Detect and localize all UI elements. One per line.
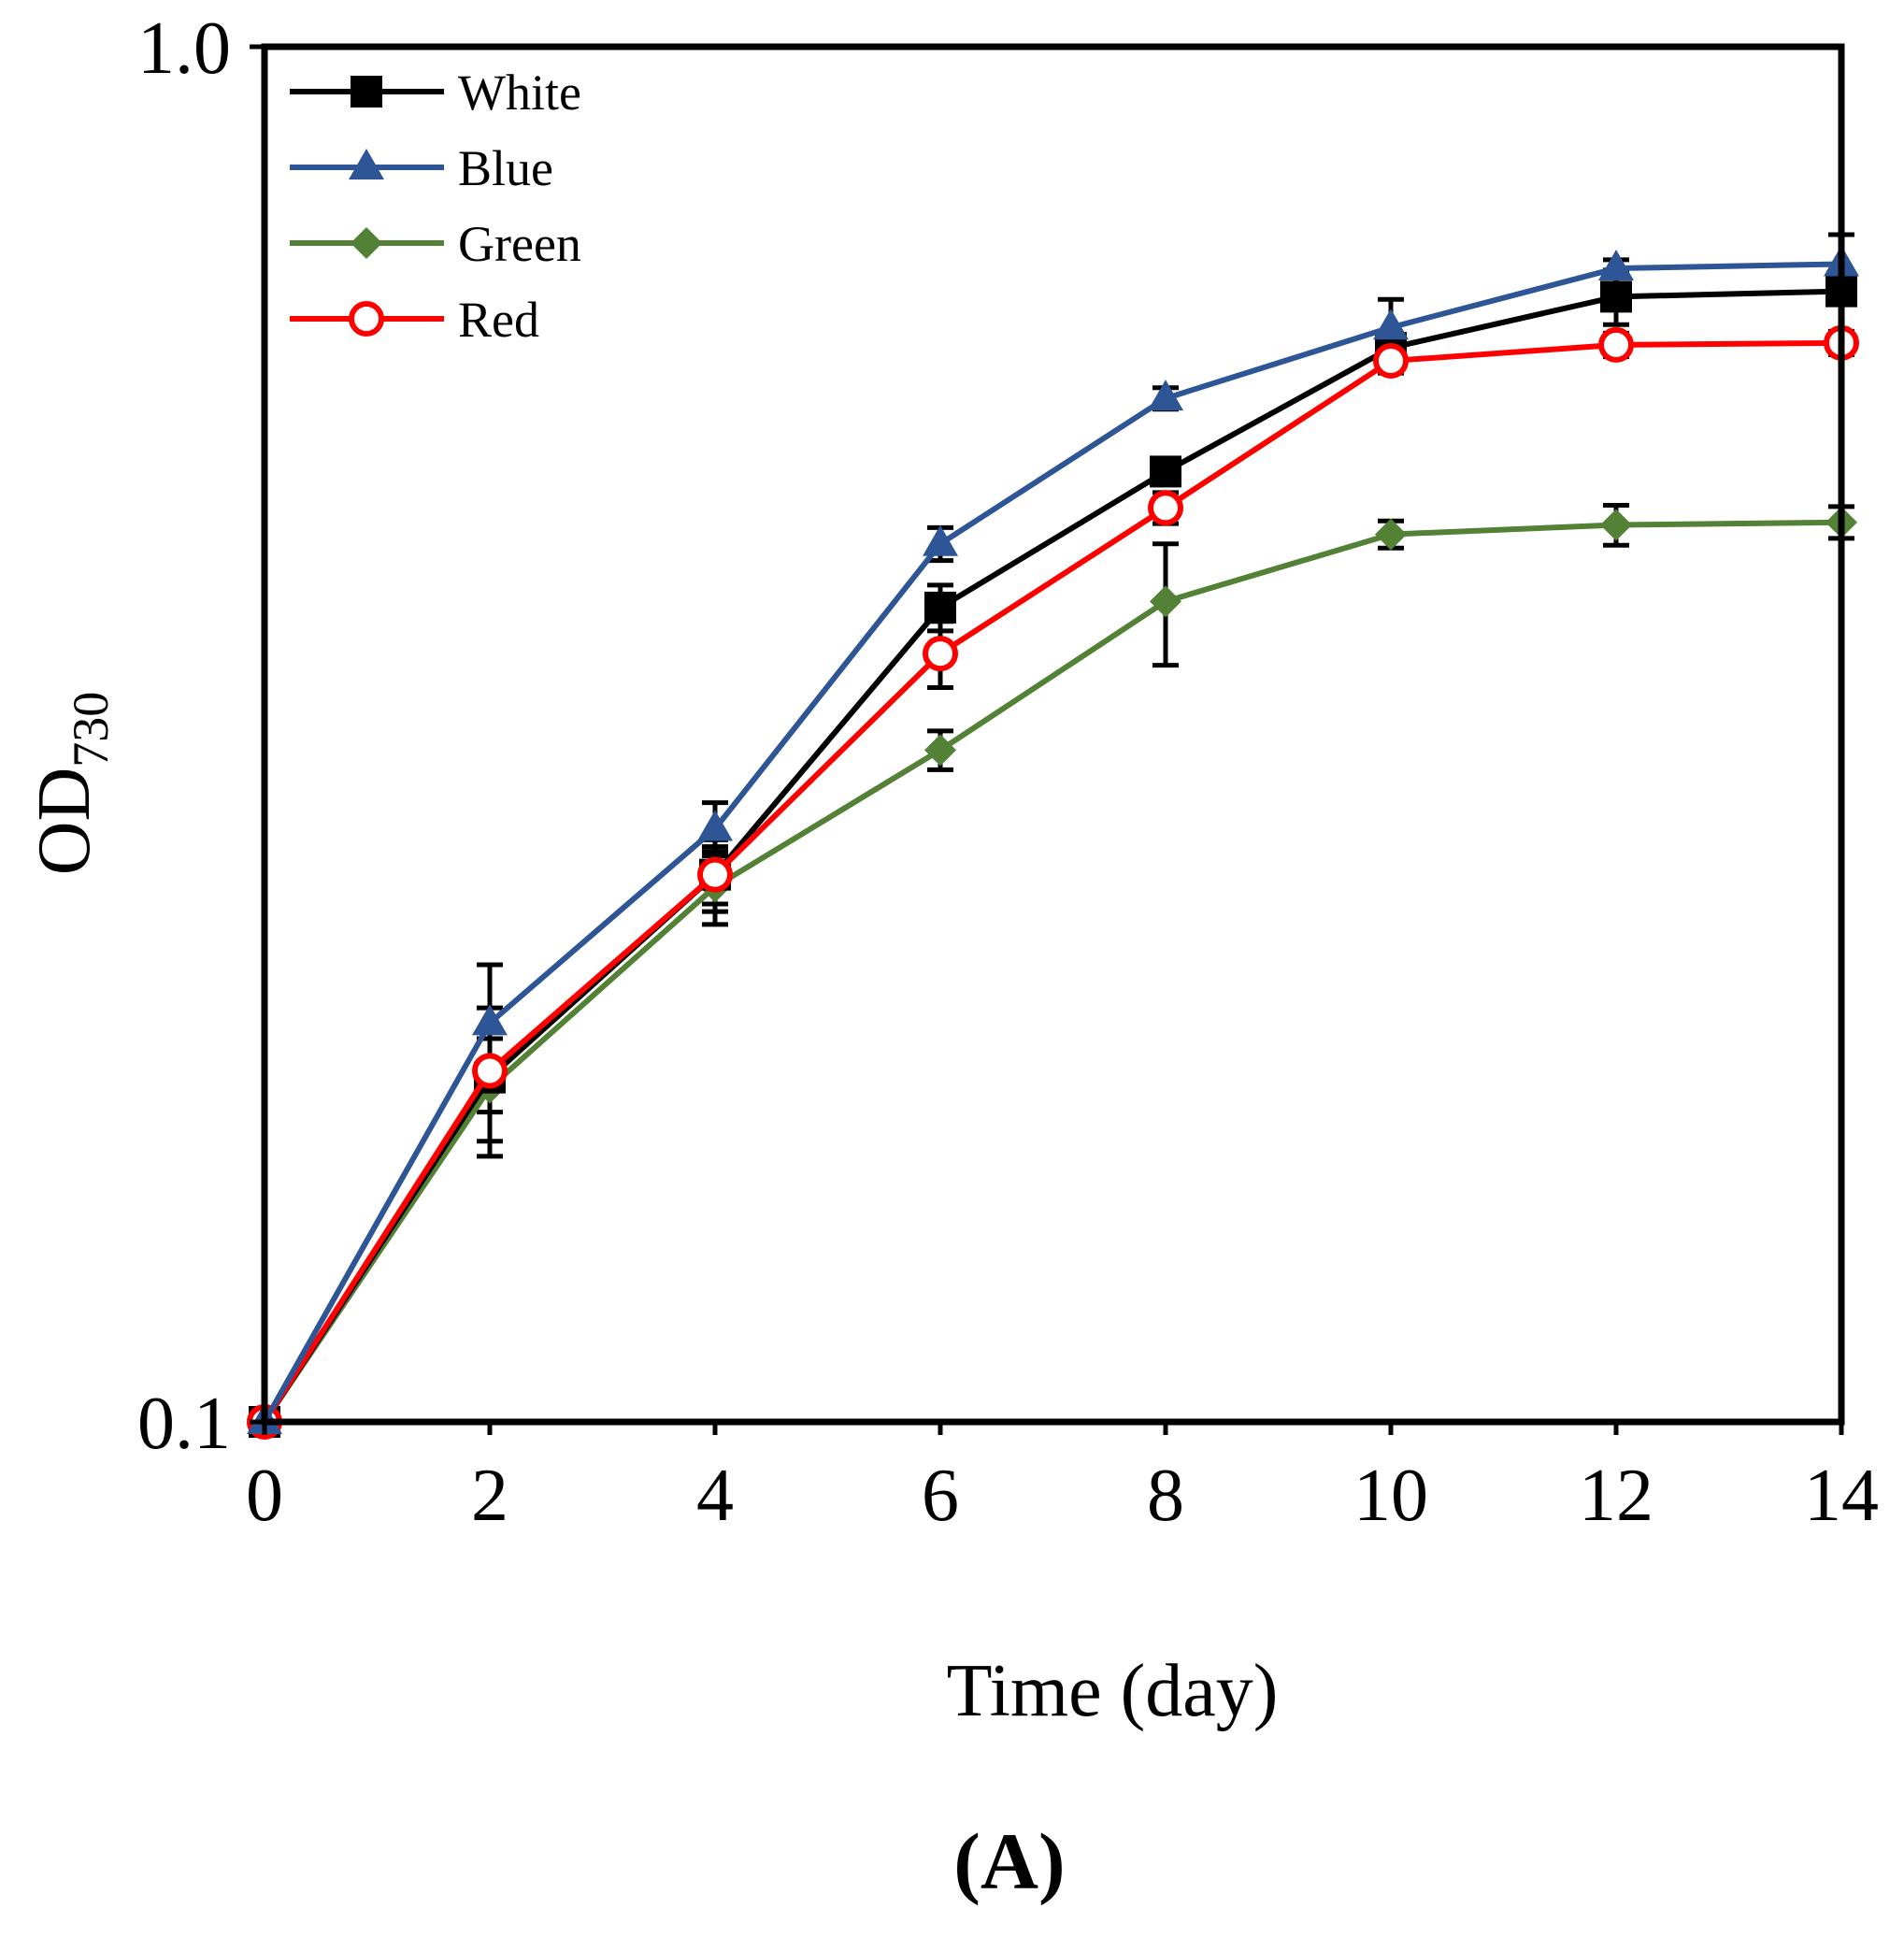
series-line-green — [262, 519, 1842, 1424]
data-point-white — [924, 591, 956, 624]
x-tick-label: 10 — [1353, 1455, 1428, 1537]
x-ticks: 0 2 4 6 8 10 12 14 — [246, 1422, 1879, 1537]
data-point-red — [1148, 490, 1183, 526]
legend-item-red: Red — [290, 292, 539, 348]
legend-item-blue: Blue — [290, 140, 553, 196]
x-tick-label: 2 — [471, 1455, 508, 1537]
data-point-green — [924, 734, 956, 767]
x-tick-label: 0 — [246, 1455, 283, 1537]
data-point-green — [1600, 509, 1632, 541]
x-tick-label: 12 — [1579, 1455, 1653, 1537]
data-point-blue — [1148, 380, 1183, 411]
data-point-green — [1375, 518, 1407, 551]
legend-item-green: Green — [290, 216, 581, 272]
legend-marker-white — [351, 76, 382, 108]
legend-label-green: Green — [458, 216, 581, 272]
data-point-blue — [923, 524, 958, 556]
x-tick-label: 8 — [1147, 1455, 1184, 1537]
y-axis-title: OD730 — [23, 692, 119, 876]
x-tick-label: 6 — [922, 1455, 959, 1537]
data-point-green — [1150, 585, 1181, 618]
legend-marker-red — [349, 301, 384, 337]
y-ticks: 0.1 1.0 — [137, 7, 265, 1465]
series-white — [249, 275, 1857, 1438]
data-point-white — [1150, 455, 1181, 488]
legend-marker-green — [351, 227, 382, 259]
series-line-blue — [262, 261, 1842, 1424]
x-tick-label: 14 — [1804, 1455, 1879, 1537]
data-point-blue — [1598, 250, 1634, 281]
y-tick-label: 1.0 — [137, 7, 231, 90]
data-point-blue — [1373, 308, 1409, 340]
legend-label-blue: Blue — [458, 140, 553, 196]
legend: White Blue Green Red — [290, 65, 581, 348]
data-point-blue — [697, 810, 733, 841]
plot-area-frame — [261, 43, 1845, 1426]
error-bars — [477, 232, 1854, 1159]
svg-text:OD730: OD730 — [23, 692, 119, 876]
legend-label-white: White — [458, 65, 581, 121]
series-layer — [247, 245, 1859, 1440]
data-point-blue — [472, 1004, 508, 1036]
data-point-red — [1598, 326, 1634, 363]
data-point-red — [697, 856, 733, 893]
data-point-red — [472, 1053, 508, 1089]
x-axis-title: Time (day) — [947, 1650, 1279, 1732]
series-line-red — [262, 339, 1842, 1424]
legend-marker-blue — [349, 149, 384, 179]
legend-item-white: White — [290, 65, 581, 121]
series-blue — [247, 245, 1859, 1434]
panel-label: (A) — [953, 1816, 1065, 1906]
series-line-white — [262, 288, 1842, 1424]
series-red — [247, 324, 1859, 1440]
data-point-white — [1600, 280, 1632, 313]
y-axis-title-sub: 730 — [63, 692, 119, 768]
legend-label-red: Red — [458, 292, 539, 348]
x-tick-label: 4 — [696, 1455, 734, 1537]
data-point-red — [923, 636, 958, 672]
y-axis-title-main: OD — [23, 768, 106, 876]
data-point-red — [1373, 342, 1409, 379]
y-tick-label: 0.1 — [137, 1383, 231, 1465]
